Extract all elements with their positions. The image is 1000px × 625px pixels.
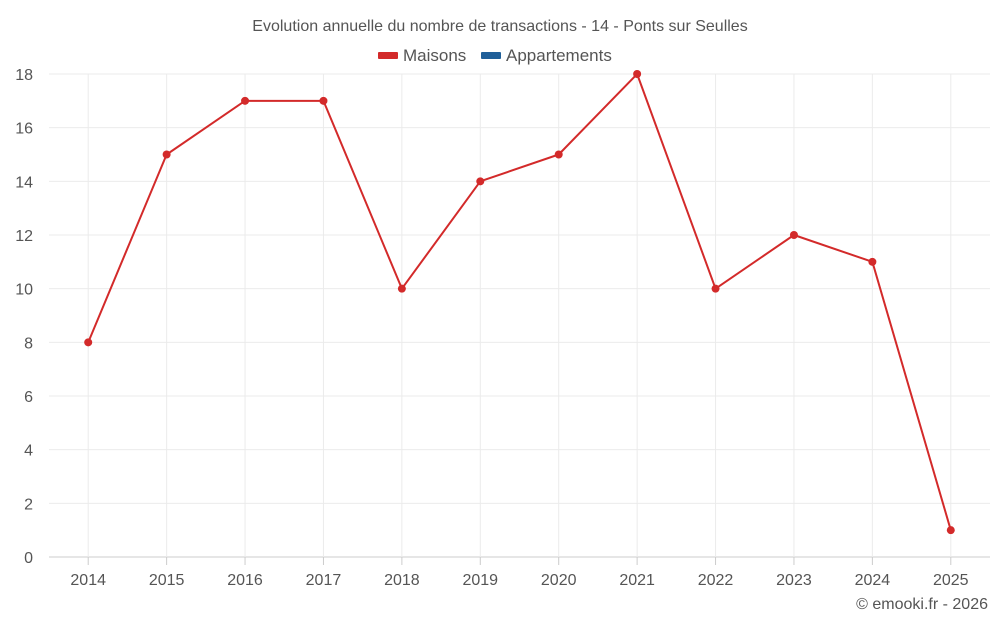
data-point[interactable] xyxy=(633,70,642,78)
y-tick-label: 0 xyxy=(24,550,33,567)
chart-title: Evolution annuelle du nombre de transact… xyxy=(252,18,747,35)
y-tick-label: 2 xyxy=(24,496,33,513)
data-point[interactable] xyxy=(241,96,250,105)
data-point[interactable] xyxy=(397,284,406,293)
legend-item-maisons[interactable]: Maisons xyxy=(378,46,466,65)
data-point[interactable] xyxy=(711,284,720,293)
x-tick-label: 2023 xyxy=(776,572,812,589)
legend: Maisons Appartements xyxy=(378,46,612,65)
data-point[interactable] xyxy=(319,96,328,105)
legend-label-appartements: Appartements xyxy=(506,46,612,65)
y-tick-label: 4 xyxy=(24,443,33,460)
x-tick-label: 2015 xyxy=(149,572,185,589)
legend-swatch-appartements xyxy=(481,52,501,59)
y-tick-label: 10 xyxy=(15,282,33,299)
y-axis: 0 2 4 6 8 10 12 14 16 18 xyxy=(15,67,33,567)
x-tick-label: 2018 xyxy=(384,572,420,589)
x-tick-label: 2022 xyxy=(698,572,734,589)
x-tick-label: 2019 xyxy=(462,572,498,589)
data-point[interactable] xyxy=(868,257,877,266)
data-point[interactable] xyxy=(162,150,171,159)
x-tick-label: 2020 xyxy=(541,572,577,589)
legend-item-appartements[interactable]: Appartements xyxy=(481,46,612,65)
y-tick-label: 12 xyxy=(15,228,33,245)
credit-text: © emooki.fr - 2026 xyxy=(856,596,988,613)
series-layer xyxy=(84,70,955,535)
data-point[interactable] xyxy=(84,338,93,347)
series-line-maisons xyxy=(87,73,952,531)
x-tick-label: 2021 xyxy=(619,572,655,589)
data-point[interactable] xyxy=(554,150,563,159)
y-tick-label: 18 xyxy=(15,67,33,84)
y-tick-label: 8 xyxy=(24,335,33,352)
y-tick-label: 6 xyxy=(24,389,33,406)
legend-swatch-maisons xyxy=(378,52,398,59)
data-point[interactable] xyxy=(789,231,798,239)
x-tick-label: 2024 xyxy=(855,572,891,589)
x-tick-label: 2025 xyxy=(933,572,969,589)
y-tick-label: 16 xyxy=(15,121,33,138)
x-tick-label: 2017 xyxy=(306,572,342,589)
data-point[interactable] xyxy=(946,526,955,535)
x-tick-label: 2016 xyxy=(227,572,263,589)
x-tick-label: 2014 xyxy=(70,572,106,589)
grid xyxy=(49,73,990,558)
x-axis: 2014 2015 2016 2017 2018 2019 2020 2021 2022 2023… xyxy=(70,557,969,589)
y-tick-label: 14 xyxy=(15,174,33,191)
legend-label-maisons: Maisons xyxy=(403,46,466,65)
data-point[interactable] xyxy=(476,177,485,186)
